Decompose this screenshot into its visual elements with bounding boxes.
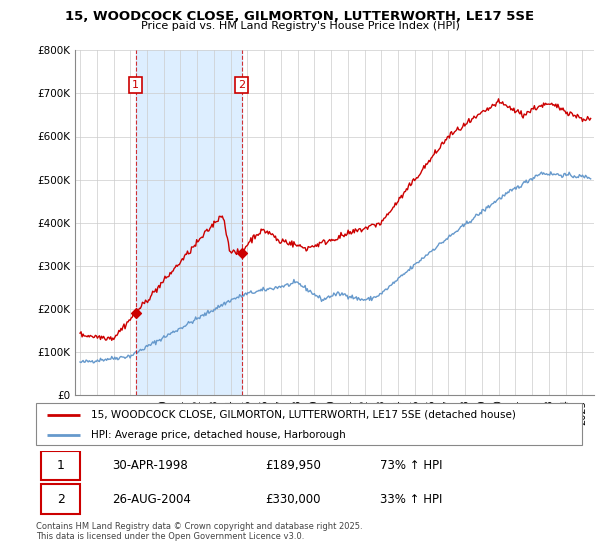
- Text: 2: 2: [56, 493, 65, 506]
- Text: Price paid vs. HM Land Registry's House Price Index (HPI): Price paid vs. HM Land Registry's House …: [140, 21, 460, 31]
- Text: 33% ↑ HPI: 33% ↑ HPI: [380, 493, 442, 506]
- Text: £330,000: £330,000: [265, 493, 321, 506]
- Text: HPI: Average price, detached house, Harborough: HPI: Average price, detached house, Harb…: [91, 430, 346, 440]
- FancyBboxPatch shape: [41, 451, 80, 480]
- Point: [131, 309, 140, 318]
- Text: 2: 2: [238, 80, 245, 90]
- Text: 1: 1: [132, 80, 139, 90]
- FancyBboxPatch shape: [41, 484, 80, 514]
- Bar: [136, 50, 242, 395]
- Text: 15, WOODCOCK CLOSE, GILMORTON, LUTTERWORTH, LE17 5SE: 15, WOODCOCK CLOSE, GILMORTON, LUTTERWOR…: [65, 10, 535, 23]
- Text: 15, WOODCOCK CLOSE, GILMORTON, LUTTERWORTH, LE17 5SE (detached house): 15, WOODCOCK CLOSE, GILMORTON, LUTTERWOR…: [91, 410, 515, 420]
- FancyBboxPatch shape: [36, 403, 582, 445]
- Point: [237, 248, 247, 257]
- Text: 26-AUG-2004: 26-AUG-2004: [112, 493, 191, 506]
- Text: 1: 1: [56, 459, 65, 472]
- Text: Contains HM Land Registry data © Crown copyright and database right 2025.
This d: Contains HM Land Registry data © Crown c…: [36, 522, 362, 542]
- Text: 73% ↑ HPI: 73% ↑ HPI: [380, 459, 442, 472]
- Text: 30-APR-1998: 30-APR-1998: [112, 459, 188, 472]
- Text: £189,950: £189,950: [265, 459, 321, 472]
